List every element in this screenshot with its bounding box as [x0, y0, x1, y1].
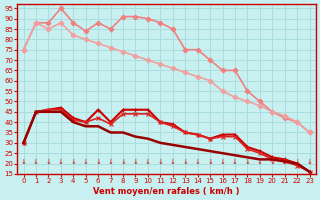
X-axis label: Vent moyen/en rafales ( km/h ): Vent moyen/en rafales ( km/h ) — [93, 187, 240, 196]
